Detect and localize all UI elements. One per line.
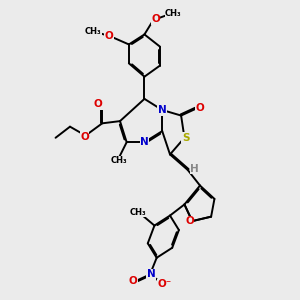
Text: CH₃: CH₃: [165, 10, 181, 19]
Text: O: O: [151, 14, 160, 24]
Text: O⁻: O⁻: [158, 279, 172, 290]
Text: O: O: [94, 99, 103, 109]
Text: O: O: [80, 132, 89, 142]
Text: O: O: [104, 31, 113, 41]
Text: CH₃: CH₃: [130, 208, 146, 217]
Text: H: H: [190, 164, 199, 174]
Text: CH₃: CH₃: [85, 27, 102, 36]
Text: N: N: [140, 137, 149, 147]
Text: N: N: [147, 269, 155, 279]
Text: O: O: [185, 216, 194, 226]
Text: CH₃: CH₃: [111, 156, 128, 165]
Text: S: S: [182, 133, 189, 143]
Text: O: O: [195, 103, 204, 113]
Text: N: N: [158, 105, 167, 115]
Text: O: O: [128, 276, 137, 286]
